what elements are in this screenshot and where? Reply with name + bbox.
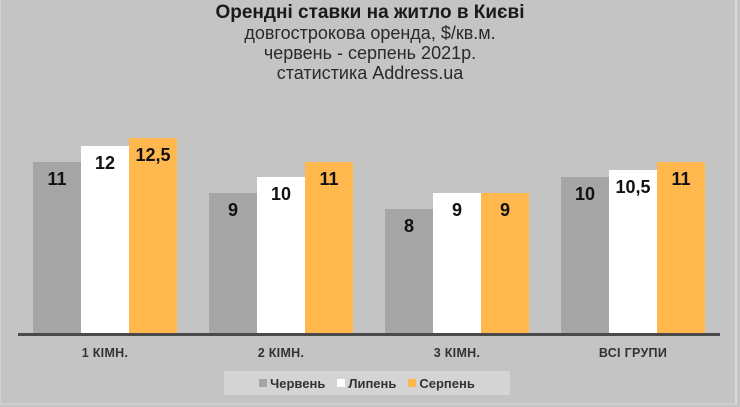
bar-value-label: 9 [227,200,238,220]
bar-june-4: 10 [561,177,609,334]
legend-item-july: Липень [337,376,396,391]
bar-value-label: 12 [94,153,116,173]
bar-value-label: 10 [270,184,292,204]
bar-value-label: 9 [451,200,462,220]
chart-title: Орендні ставки на житло в Києві [215,2,525,23]
bar-july-2: 10 [257,177,305,334]
chart-subtitle-3: статистика Address.ua [276,63,464,83]
bar-june-1: 11 [33,162,81,334]
bar-value-label: 12,5 [135,145,171,165]
bar-august-1: 12,5 [129,138,177,334]
legend-swatch-june [259,379,268,387]
bar-july-4: 10,5 [609,170,657,334]
bar-july-3: 9 [433,193,481,334]
x-axis-line [18,333,720,336]
bar-july-1: 12 [81,146,129,334]
legend-label-july: Липень [348,375,397,391]
legend-item-june: Червень [259,376,325,391]
chart-subtitle-2: червень - серпень 2021р. [263,43,477,63]
x-category-label: 3 КІМН. [433,346,481,360]
bar-june-2: 9 [209,193,257,334]
chart-titles: Орендні ставки на житло в Києві довгостр… [0,2,740,83]
bar-august-2: 11 [305,162,353,334]
bar-june-3: 8 [385,209,433,334]
chart-subtitle-1: довгострокова оренда, $/кв.м. [244,23,496,43]
legend-label-august: Серпень [419,375,475,391]
bar-august-4: 11 [657,162,705,334]
x-category-label: 1 КІМН. [81,346,129,360]
bar-value-label: 8 [403,216,414,236]
legend-label-june: Червень [270,375,326,391]
legend-swatch-july [337,379,346,387]
bar-august-3: 9 [481,193,529,334]
bar-value-label: 11 [319,169,339,189]
bar-value-label: 10,5 [615,177,651,197]
x-category-label: 2 КІМН. [257,346,305,360]
bar-value-label: 11 [47,169,67,189]
legend-item-august: Серпень [408,376,475,391]
legend-swatch-august [408,379,417,387]
bar-value-label: 10 [574,184,596,204]
legend: Червень Липень Серпень [224,371,510,395]
bar-value-label: 9 [499,200,510,220]
x-category-label: ВСІ ГРУПИ [598,346,668,360]
bar-value-label: 11 [671,169,691,189]
